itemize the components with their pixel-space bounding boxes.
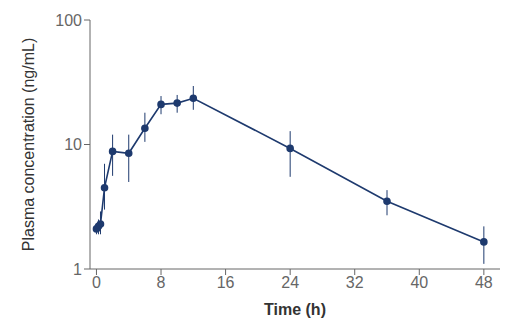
svg-text:0: 0 xyxy=(92,274,101,291)
svg-text:8: 8 xyxy=(157,274,166,291)
svg-text:32: 32 xyxy=(346,274,364,291)
svg-text:Plasma concentration (ng/mL): Plasma concentration (ng/mL) xyxy=(20,38,37,251)
svg-text:16: 16 xyxy=(217,274,235,291)
svg-text:40: 40 xyxy=(410,274,428,291)
svg-text:100: 100 xyxy=(55,12,82,29)
svg-text:10: 10 xyxy=(64,136,82,153)
svg-text:Time (h): Time (h) xyxy=(264,301,326,318)
svg-text:48: 48 xyxy=(475,274,493,291)
svg-text:24: 24 xyxy=(281,274,299,291)
svg-text:1: 1 xyxy=(73,261,82,278)
